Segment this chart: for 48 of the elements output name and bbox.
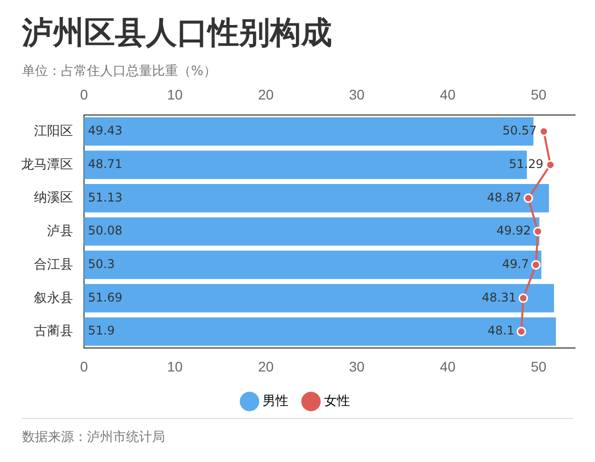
x2-tick-label: 10 [167, 86, 183, 102]
y-tick-label: 古蔺县 [34, 323, 73, 338]
data-label: 48.87 [486, 190, 522, 204]
x2-tick-label: 50 [530, 86, 547, 102]
data-label: 49.92 [496, 224, 531, 238]
x-tick-label: 20 [258, 358, 274, 374]
bar [84, 250, 542, 280]
chart-subtitle: 单位：占常住人口总量比重（%） [22, 63, 216, 80]
point [546, 160, 556, 170]
y-tick-label: 龙马潭区 [21, 156, 73, 172]
legend-label: 男性 [262, 393, 288, 408]
x-tick-label: 10 [167, 358, 183, 374]
data-label: 51.9 [88, 324, 115, 338]
data-label: 48.1 [488, 324, 514, 338]
y-tick-label: 纳溪区 [34, 190, 73, 205]
data-label: 48.31 [482, 290, 516, 304]
bar [84, 184, 549, 212]
data-label: 51.69 [88, 290, 122, 304]
x2-tick-label: 20 [258, 86, 274, 102]
x-tick-label: 30 [348, 358, 365, 374]
data-label: 48.71 [88, 156, 122, 171]
x-tick-label: 40 [440, 358, 456, 374]
legend-label: 女性 [324, 393, 350, 408]
point [516, 326, 526, 336]
point [531, 260, 541, 270]
y-tick-label: 江阳区 [34, 123, 73, 138]
x-tick-label: 50 [530, 358, 547, 374]
data-label: 49.7 [502, 256, 529, 271]
x2-tick-label: 0 [80, 86, 88, 102]
bar [84, 217, 540, 246]
point [539, 126, 549, 136]
bar [84, 317, 556, 346]
y-tick-label: 叙永县 [34, 290, 73, 305]
x2-tick-label: 40 [440, 86, 456, 102]
y-tick-label: 合江县 [34, 256, 73, 272]
x2-tick-label: 30 [348, 86, 365, 102]
x-tick-label: 0 [80, 358, 88, 374]
point [533, 226, 543, 236]
source-note: 数据来源：泸州市统计局 [22, 429, 165, 446]
data-label: 50.08 [88, 224, 122, 238]
point [518, 293, 528, 303]
point [524, 193, 534, 203]
y-tick-label: 泸县 [47, 223, 73, 238]
chart-title: 泸州区县人口性别构成 [22, 14, 332, 53]
data-label: 49.43 [88, 124, 122, 138]
data-label: 50.3 [88, 256, 115, 271]
data-label: 51.13 [88, 190, 122, 204]
bar [84, 284, 554, 312]
